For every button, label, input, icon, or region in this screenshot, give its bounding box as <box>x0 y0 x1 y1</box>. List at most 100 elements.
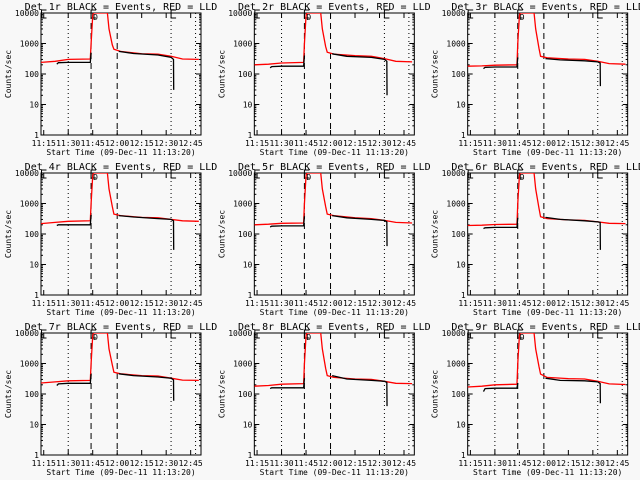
y-tick-label: 1 <box>248 451 253 460</box>
top-bracket-marker <box>90 9 97 19</box>
y-tick-label: 100 <box>25 390 40 399</box>
plot-frame <box>40 332 202 456</box>
events-series-line-black <box>56 50 175 90</box>
top-marker-letter: D <box>93 173 98 182</box>
y-tick-label: 10 <box>456 101 466 110</box>
top-bracket-marker <box>303 9 310 19</box>
panel-title: Det 8r BLACK = Events, RED = LLD <box>238 322 431 333</box>
x-tick-label: 12:15 <box>343 459 367 468</box>
x-tick-label: 11:30 <box>483 459 507 468</box>
x-tick-label: 12:30 <box>367 139 391 148</box>
y-tick-label: 1000 <box>233 360 252 369</box>
top-bracket-marker <box>467 329 474 339</box>
y-tick-label: 10000 <box>442 9 466 18</box>
y-tick-label: 1 <box>248 131 253 140</box>
x-tick-label: 12:15 <box>556 459 580 468</box>
x-tick-label: 11:15 <box>245 139 269 148</box>
y-tick-label: 100 <box>25 230 40 239</box>
x-tick-label: 11:15 <box>458 139 482 148</box>
x-tick-label: 11:45 <box>81 139 105 148</box>
y-tick-label: 1000 <box>233 200 252 209</box>
top-bracket-marker <box>254 169 260 179</box>
x-tick-label: 12:30 <box>367 299 391 308</box>
x-tick-label: 11:30 <box>269 139 293 148</box>
top-bracket-marker <box>597 169 603 179</box>
top-bracket-marker <box>517 329 523 339</box>
x-tick-label: 11:15 <box>245 299 269 308</box>
x-tick-label: 11:45 <box>294 459 318 468</box>
top-bracket-marker <box>170 169 177 179</box>
top-bracket-marker <box>597 9 603 19</box>
y-axis-label: Counts/sec <box>431 370 440 418</box>
y-tick-label: 1 <box>461 451 466 460</box>
y-tick-label: 10000 <box>228 329 252 338</box>
x-tick-label: 12:00 <box>318 459 342 468</box>
top-marker-letter: D <box>306 333 311 342</box>
lld-series-line-red <box>254 173 413 226</box>
y-axis-label: Counts/sec <box>4 370 13 418</box>
x-axis-label: Start Time (09-Dec-11 11:13:20) <box>260 468 409 477</box>
top-bracket-marker <box>383 169 390 179</box>
y-tick-label: 10000 <box>15 9 39 18</box>
top-marker-letter: D <box>520 173 525 182</box>
y-tick-label: 10000 <box>228 9 252 18</box>
x-tick-label: 11:45 <box>81 299 105 308</box>
x-tick-label: 11:30 <box>56 299 80 308</box>
y-tick-label: 1000 <box>20 360 39 369</box>
y-tick-label: 10000 <box>15 169 39 178</box>
events-series-line-black <box>269 214 388 247</box>
plot-frame <box>253 12 415 136</box>
top-bracket-marker <box>40 329 47 339</box>
y-tick-label: 1 <box>461 131 466 140</box>
panel-title: Det 7r BLACK = Events, RED = LLD <box>25 322 218 333</box>
x-tick-label: 12:00 <box>105 299 129 308</box>
top-bracket-marker <box>467 169 474 179</box>
x-tick-label: 12:30 <box>367 459 391 468</box>
panel-6: Det 6r BLACK = Events, RED = LLD 1 10 100 10… <box>431 162 640 317</box>
lld-series-line-red <box>467 333 626 388</box>
x-tick-label: 12:30 <box>154 139 178 148</box>
x-tick-label: 12:00 <box>105 459 129 468</box>
x-tick-label: 12:00 <box>532 139 556 148</box>
x-tick-label: 11:15 <box>245 459 269 468</box>
panel-5: Det 5r BLACK = Events, RED = LLD 1 10 100 10… <box>217 162 430 317</box>
y-axis-label: Counts/sec <box>431 210 440 258</box>
y-tick-label: 1000 <box>233 40 252 49</box>
x-tick-label: 12:45 <box>605 139 629 148</box>
x-tick-label: 11:45 <box>507 299 531 308</box>
x-tick-label: 11:15 <box>32 459 56 468</box>
panel-4: Det 4r BLACK = Events, RED = LLD 1 10 100 10… <box>4 162 217 317</box>
top-bracket-marker <box>170 9 177 19</box>
plot-frame <box>40 172 202 296</box>
panel-9: Det 9r BLACK = Events, RED = LLD 1 10 100 10… <box>431 322 640 477</box>
top-bracket-marker <box>40 9 47 19</box>
y-tick-label: 1 <box>248 291 253 300</box>
x-tick-label: 11:45 <box>507 139 531 148</box>
y-tick-label: 100 <box>238 390 253 399</box>
panel-7: Det 7r BLACK = Events, RED = LLD 1 10 100 10… <box>4 322 217 477</box>
events-series-line-black <box>56 214 175 250</box>
top-marker-letter: D <box>306 13 311 22</box>
x-tick-label: 12:00 <box>105 139 129 148</box>
x-tick-label: 12:15 <box>130 139 154 148</box>
x-tick-label: 12:45 <box>179 299 203 308</box>
panel-3: Det 3r BLACK = Events, RED = LLD 1 10 100 10… <box>431 2 640 157</box>
panel-title: Det 6r BLACK = Events, RED = LLD <box>451 162 640 173</box>
x-axis-label: Start Time (09-Dec-11 11:13:20) <box>260 308 409 317</box>
top-marker-letter: D <box>520 333 525 342</box>
x-tick-label: 12:15 <box>556 299 580 308</box>
top-bracket-marker <box>90 329 97 339</box>
x-tick-label: 12:45 <box>605 299 629 308</box>
y-axis-label: Counts/sec <box>217 50 226 98</box>
y-tick-label: 1 <box>34 291 39 300</box>
plot-frame <box>467 172 629 296</box>
top-bracket-marker <box>303 329 310 339</box>
x-axis-label: Start Time (09-Dec-11 11:13:20) <box>473 308 622 317</box>
x-tick-label: 11:30 <box>483 299 507 308</box>
x-tick-label: 12:15 <box>130 299 154 308</box>
plot-frame <box>467 332 629 456</box>
x-tick-label: 12:45 <box>605 459 629 468</box>
panel-8: Det 8r BLACK = Events, RED = LLD 1 10 100 10… <box>217 322 430 477</box>
top-bracket-marker <box>383 9 390 19</box>
